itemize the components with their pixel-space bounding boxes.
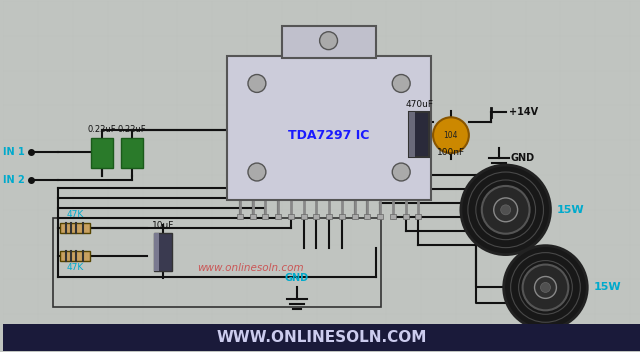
Text: 15W: 15W xyxy=(556,205,584,215)
Text: GND: GND xyxy=(511,153,535,163)
Circle shape xyxy=(482,186,529,234)
Text: 10uF: 10uF xyxy=(152,221,175,230)
Bar xyxy=(3,324,640,351)
Text: 104: 104 xyxy=(444,131,458,140)
Text: 47K: 47K xyxy=(66,263,83,271)
Bar xyxy=(250,214,255,219)
Bar xyxy=(262,214,268,219)
Circle shape xyxy=(392,163,410,181)
Text: +14V: +14V xyxy=(509,107,538,117)
Circle shape xyxy=(248,163,266,181)
Circle shape xyxy=(541,282,550,293)
Bar xyxy=(364,214,371,219)
Circle shape xyxy=(504,246,588,329)
Circle shape xyxy=(461,165,550,254)
Bar xyxy=(60,223,90,233)
Text: GND: GND xyxy=(285,274,308,283)
Bar xyxy=(409,112,429,157)
Bar xyxy=(326,214,332,219)
Circle shape xyxy=(534,276,556,298)
Bar xyxy=(301,214,307,219)
Bar xyxy=(339,214,345,219)
Bar xyxy=(377,214,383,219)
Bar xyxy=(53,218,381,307)
Bar xyxy=(154,233,172,271)
Circle shape xyxy=(433,117,469,153)
Circle shape xyxy=(319,32,337,50)
Circle shape xyxy=(392,75,410,93)
Text: www.onlinesoln.com: www.onlinesoln.com xyxy=(196,263,303,272)
Text: 100nF: 100nF xyxy=(437,148,465,157)
Text: 0.22uF: 0.22uF xyxy=(88,125,116,134)
Bar xyxy=(275,214,281,219)
Text: TDA7297 IC: TDA7297 IC xyxy=(289,129,370,142)
Circle shape xyxy=(248,75,266,93)
Bar xyxy=(409,112,415,157)
Bar xyxy=(288,214,294,219)
Bar xyxy=(154,233,159,271)
Circle shape xyxy=(493,198,518,222)
Bar xyxy=(227,56,431,200)
Bar xyxy=(351,214,358,219)
Text: WWW.ONLINESOLN.COM: WWW.ONLINESOLN.COM xyxy=(216,330,427,345)
Bar xyxy=(403,214,408,219)
Text: 0.22uF: 0.22uF xyxy=(117,125,146,134)
Text: 47K: 47K xyxy=(66,210,83,219)
Circle shape xyxy=(500,205,511,215)
Bar xyxy=(120,138,143,168)
Text: 470uF: 470uF xyxy=(405,100,433,109)
Text: IN 1: IN 1 xyxy=(3,147,25,157)
Circle shape xyxy=(523,265,568,310)
Text: IN 2: IN 2 xyxy=(3,175,25,185)
Bar xyxy=(314,214,319,219)
Bar xyxy=(390,214,396,219)
Text: 15W: 15W xyxy=(593,282,621,293)
Bar xyxy=(415,214,421,219)
Bar xyxy=(237,214,243,219)
Bar xyxy=(282,26,376,58)
Bar xyxy=(91,138,113,168)
Bar xyxy=(60,251,90,260)
